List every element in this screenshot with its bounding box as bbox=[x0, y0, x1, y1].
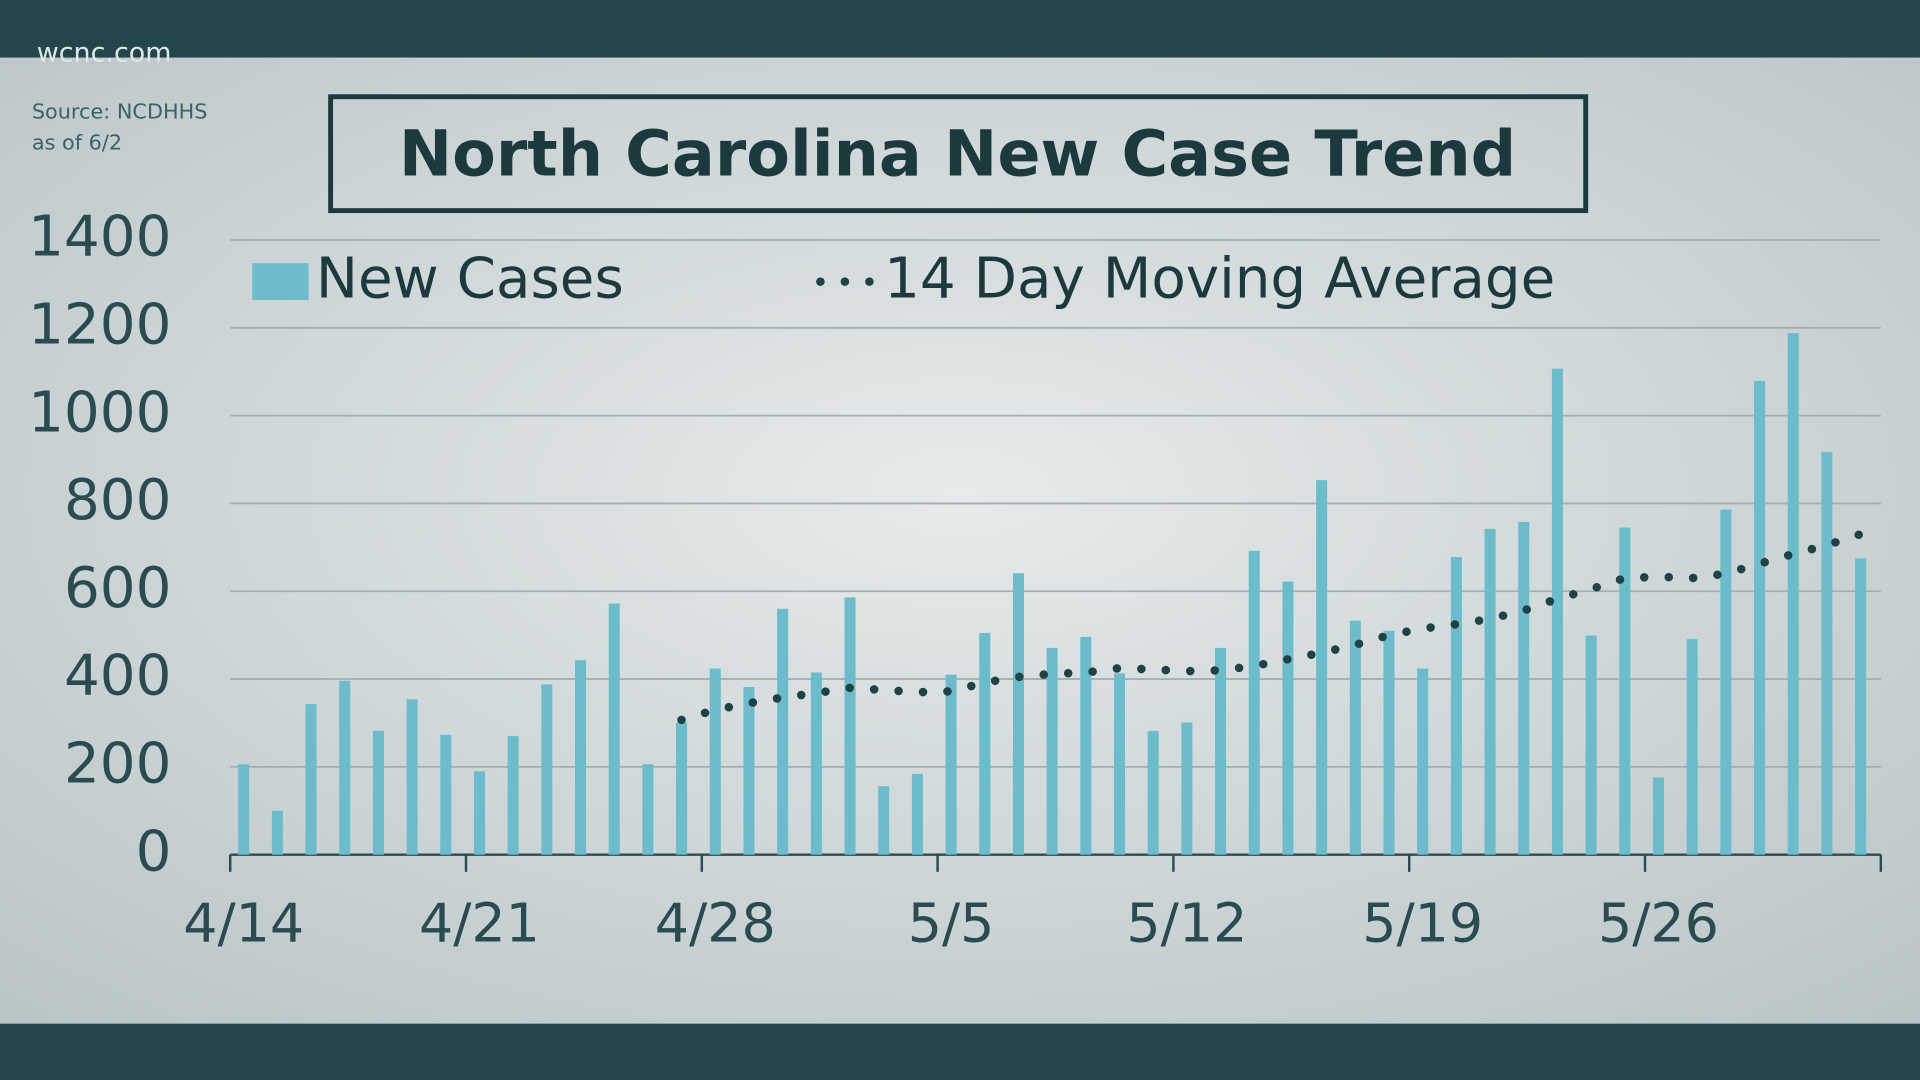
x-tick-label: 5/26 bbox=[1598, 892, 1719, 955]
x-tick-label: 5/12 bbox=[1126, 892, 1247, 955]
y-tick-label: 200 bbox=[64, 732, 171, 797]
moving-average-line bbox=[677, 529, 1865, 725]
bar bbox=[1821, 452, 1833, 855]
legend-marker bbox=[252, 263, 309, 300]
bar bbox=[1484, 528, 1496, 855]
bar bbox=[777, 608, 789, 855]
bar bbox=[1720, 509, 1732, 855]
bar bbox=[271, 810, 283, 855]
bar bbox=[1619, 527, 1631, 855]
bar bbox=[1114, 673, 1126, 855]
legend-label: 14 Day Moving Average bbox=[884, 246, 1555, 311]
bar bbox=[844, 597, 856, 855]
bar bbox=[238, 764, 250, 855]
bar bbox=[575, 660, 587, 855]
bar bbox=[1551, 368, 1563, 855]
bar bbox=[507, 736, 519, 855]
bar bbox=[1585, 635, 1597, 855]
bar bbox=[1080, 636, 1092, 855]
bar bbox=[1012, 573, 1024, 855]
x-tick-label: 5/5 bbox=[908, 892, 995, 955]
bar bbox=[1383, 630, 1395, 855]
y-tick-label: 600 bbox=[64, 556, 171, 621]
bar bbox=[1450, 557, 1462, 855]
bar bbox=[1349, 620, 1361, 855]
y-tick-label: 1200 bbox=[28, 292, 171, 357]
bar bbox=[1754, 380, 1766, 855]
bar bbox=[372, 730, 384, 855]
panel bbox=[0, 57, 1920, 1024]
y-tick-label: 400 bbox=[64, 644, 171, 709]
bar bbox=[1652, 777, 1664, 855]
bar bbox=[1855, 558, 1867, 855]
as-of: as of 6/2 bbox=[32, 130, 122, 154]
bar bbox=[945, 674, 957, 855]
bar bbox=[1686, 639, 1698, 855]
x-tick-label: 4/28 bbox=[655, 892, 776, 955]
x-tick-label: 5/19 bbox=[1362, 892, 1483, 955]
bar bbox=[709, 668, 721, 855]
bar bbox=[473, 771, 485, 855]
y-tick-label: 1400 bbox=[28, 205, 171, 270]
bar bbox=[1147, 730, 1159, 855]
legend-label: New Cases bbox=[316, 246, 624, 311]
bar bbox=[1316, 480, 1328, 855]
bar bbox=[406, 699, 418, 855]
x-tick-label: 4/21 bbox=[419, 892, 540, 955]
bar bbox=[979, 632, 991, 855]
x-tick-label: 4/14 bbox=[183, 892, 304, 955]
y-tick-label: 1000 bbox=[28, 380, 171, 445]
bar bbox=[339, 680, 351, 855]
bar bbox=[440, 734, 452, 855]
bar bbox=[305, 704, 317, 855]
bar bbox=[810, 672, 822, 855]
bar bbox=[1787, 333, 1799, 855]
bar bbox=[608, 603, 620, 855]
source: Source: NCDHHS bbox=[32, 100, 208, 124]
bar bbox=[1248, 550, 1260, 855]
bar bbox=[1181, 722, 1193, 855]
title-box bbox=[328, 94, 1589, 214]
bar bbox=[1215, 647, 1227, 855]
y-tick-label: 0 bbox=[136, 819, 172, 884]
bar bbox=[642, 764, 654, 855]
bar bbox=[676, 722, 688, 855]
bar bbox=[541, 684, 553, 855]
bar bbox=[743, 686, 755, 855]
bar bbox=[1518, 521, 1530, 855]
bar bbox=[1282, 581, 1294, 855]
bar bbox=[878, 786, 890, 855]
bar bbox=[1417, 668, 1429, 855]
chart-title: North Carolina New Case Trend bbox=[399, 118, 1516, 192]
y-tick-label: 800 bbox=[64, 468, 171, 533]
brand: wcnc.com bbox=[37, 37, 172, 68]
bar bbox=[911, 773, 923, 855]
bar bbox=[1046, 647, 1058, 855]
